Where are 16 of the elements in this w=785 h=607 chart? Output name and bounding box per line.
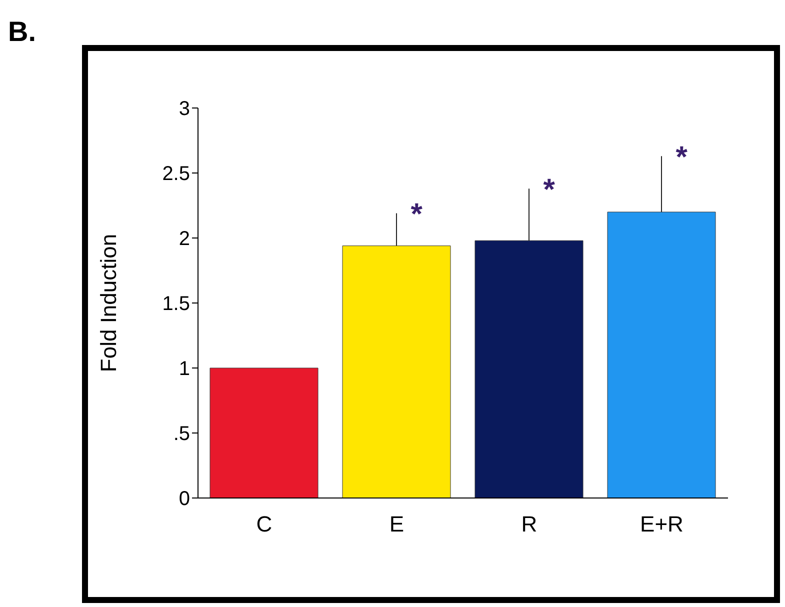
y-axis-title: Fold Induction	[96, 234, 121, 372]
annotation: *	[543, 173, 556, 206]
annotation: *	[676, 140, 688, 174]
chart-title: B.	[8, 16, 36, 48]
x-tick-label: E+R	[640, 512, 684, 537]
annotation: *	[410, 198, 423, 231]
y-tick-label: 2.5	[162, 163, 190, 186]
x-tick-label: E	[389, 512, 404, 537]
y-tick-label: .5	[173, 423, 190, 446]
y-tick-label: 1.5	[162, 293, 190, 316]
y-tick-label: 1	[178, 358, 190, 380]
x-tick-label: R	[521, 512, 538, 537]
y-tick-label: 3	[178, 98, 190, 120]
y-tick-label: 2	[178, 228, 190, 250]
y-tick-label: 0	[178, 488, 190, 510]
x-tick-label: C	[256, 512, 272, 537]
